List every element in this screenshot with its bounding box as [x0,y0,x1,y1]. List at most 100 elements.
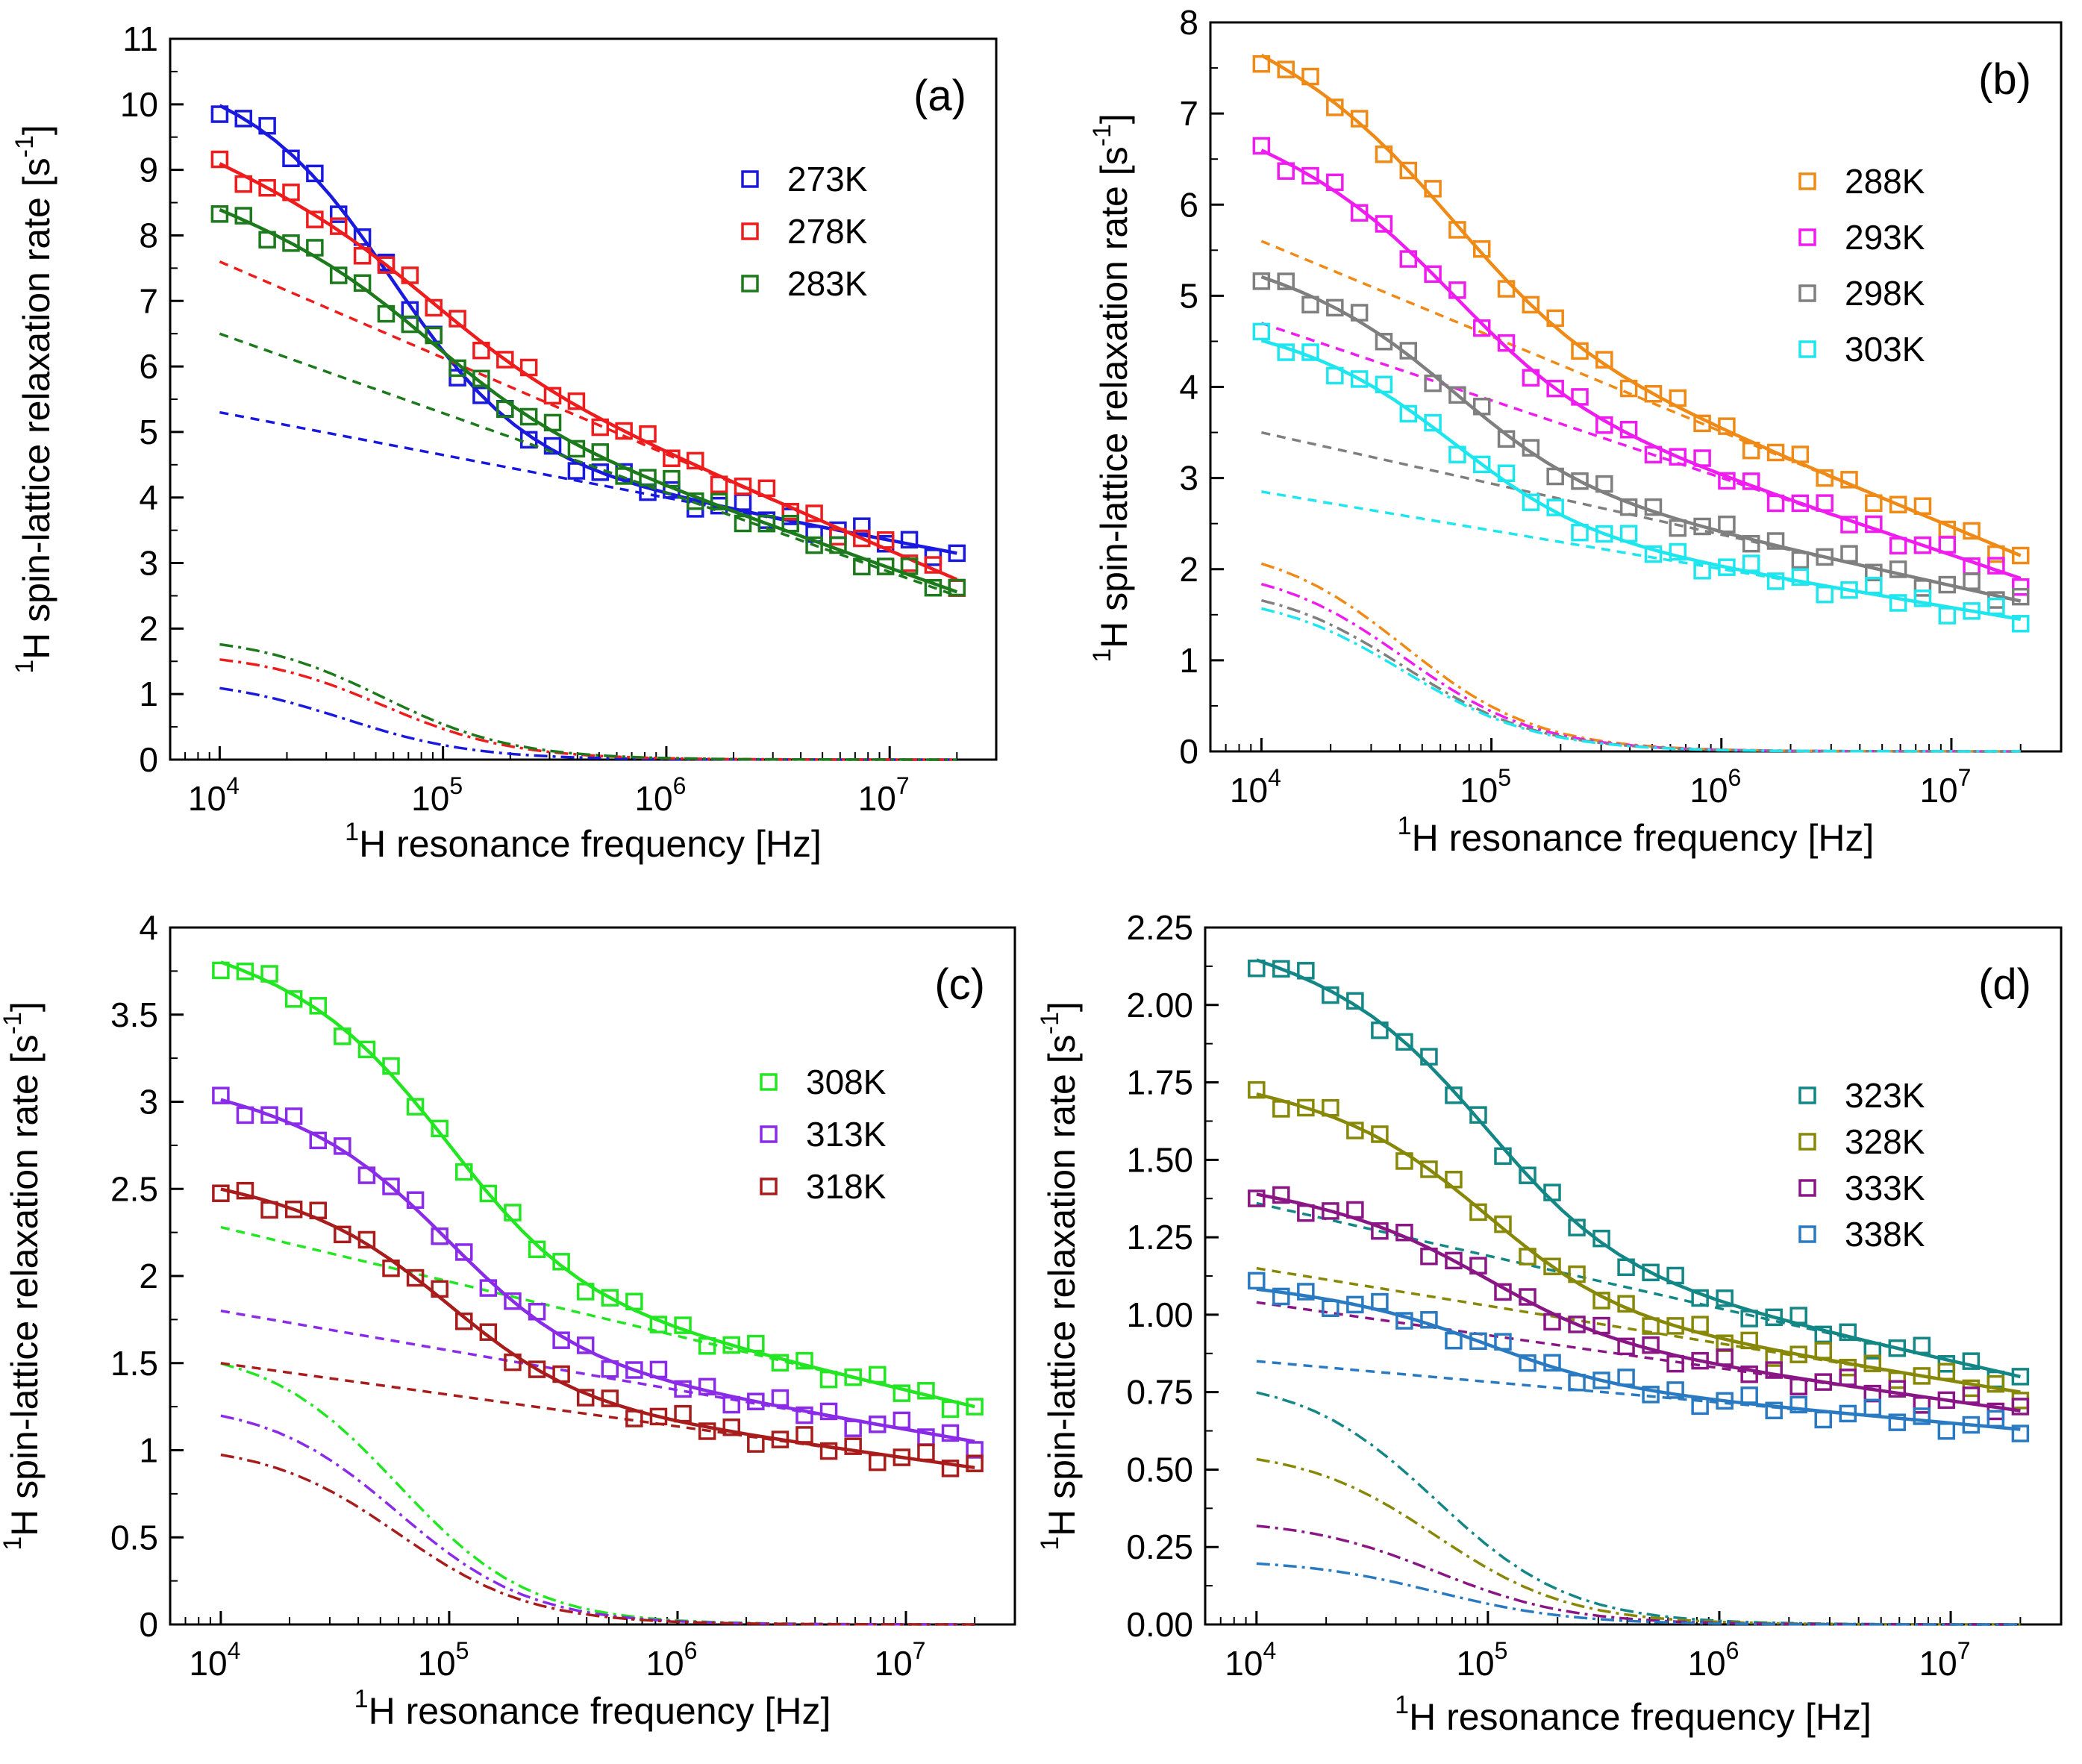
data-point-338K [1937,1422,1956,1440]
data-point-283K [282,234,300,252]
data-point-298K [1766,532,1785,550]
x-tick-label: 104 [1230,764,1281,810]
data-point-293K [1375,215,1393,233]
dashed-component-333K [1256,1301,2021,1413]
data-point-318K [917,1443,935,1462]
data-point-303K [1375,375,1393,394]
data-point-313K [212,1086,230,1104]
data-point-318K [357,1230,376,1249]
data-point-338K [1297,1283,1315,1301]
data-point-288K [1742,441,1760,460]
data-point-278K [687,451,704,470]
data-point-333K [1617,1337,1635,1356]
panel-a: 0 1 2 3 4 5 6 7 8 9 10 11 104 105 106 107 1H resonance f… [10,19,998,865]
data-point-303K [1766,572,1785,590]
data-point-333K [1297,1204,1315,1222]
y-tick-label: 0.00 [1126,1605,1193,1644]
data-point-323K [1789,1307,1807,1324]
data-point-293K [1301,166,1319,185]
data-point-273K [900,531,919,549]
data-point-333K [1420,1247,1438,1266]
data-point-313K [722,1395,740,1414]
series-308K [212,960,984,1626]
data-point-328K [1445,1171,1463,1189]
x-axis-label: 1H resonance frequency [Hz] [1398,812,1875,859]
data-point-298K [1889,560,1907,578]
data-point-328K [1617,1295,1635,1313]
data-point-328K [1248,1080,1266,1099]
data-point-313K [795,1406,813,1424]
panel-d: 0.00 0.25 0.50 0.75 1.00 1.25 1.50 1.75 2.00 2.25… [1036,908,2063,1738]
y-tick-label: 0.75 [1126,1373,1193,1412]
data-point-333K [1789,1377,1807,1395]
data-point-308K [601,1289,619,1307]
y-axis-label: 1H spin-lattice relaxation rate [s-1] [10,125,57,674]
x-tick-label: 107 [858,772,910,818]
data-point-298K [1448,386,1466,404]
data-point-328K [1543,1257,1561,1275]
data-point-333K [1716,1348,1734,1366]
data-point-273K [853,517,871,535]
data-point-303K [1644,545,1663,563]
data-point-338K [1740,1386,1758,1404]
data-point-313K [941,1424,960,1442]
data-point-273K [543,437,562,455]
legend-marker [1798,1086,1816,1104]
series-283K [210,205,966,761]
data-point-303K [1326,366,1344,385]
series-323K [1248,958,2030,1626]
legend-marker [760,1177,778,1195]
data-point-328K [1592,1292,1610,1310]
data-point-338K [1888,1413,1907,1431]
data-point-313K [431,1227,448,1245]
dashed-component-338K [1256,1360,2021,1431]
data-point-288K [1791,445,1810,463]
y-tick-label: 6 [139,347,158,386]
data-point-273K [353,228,372,246]
data-point-338K [1986,1410,2005,1428]
data-point-283K [829,536,847,554]
data-point-278K [781,502,799,521]
y-axis-label: 1H spin-lattice relaxation rate [s-1] [1036,1001,1083,1551]
data-point-328K [1469,1203,1487,1222]
y-tick-label: 4 [139,478,158,517]
data-point-333K [1839,1369,1857,1386]
data-point-288K [1865,494,1883,512]
y-tick-label: 6 [1179,185,1198,224]
dashed-component-288K [1260,240,2022,557]
fit-line-323K [1256,958,2021,1379]
data-point-308K [698,1337,716,1355]
data-point-323K [1543,1183,1561,1201]
y-tick-label: 11 [122,19,158,58]
data-point-338K [1322,1299,1339,1317]
data-point-338K [1543,1354,1561,1372]
data-point-288K [1644,385,1663,403]
data-point-283K [210,205,229,223]
y-tick-label: 1.25 [1126,1218,1193,1257]
data-point-333K [2011,1398,2030,1416]
data-point-288K [1595,351,1613,369]
legend-marker [1798,284,1816,302]
data-point-283K [377,304,396,323]
x-tick-label: 104 [188,772,240,818]
data-point-328K [1519,1248,1537,1266]
y-tick-label: 2 [139,609,158,648]
data-point-278K [543,387,562,405]
data-point-283K [543,413,562,432]
data-point-318K [260,1201,278,1219]
data-point-288K [1840,471,1858,489]
data-point-298K [1252,272,1271,290]
x-tick-label: 106 [1687,1637,1739,1683]
data-point-288K [1766,443,1785,462]
data-point-318K [722,1419,740,1436]
data-point-318K [382,1259,400,1277]
data-point-283K [639,469,657,487]
y-tick-label: 1.00 [1126,1295,1193,1334]
data-point-283K [900,557,919,575]
data-point-328K [1789,1345,1807,1363]
legend-label: 328K [1845,1122,1925,1161]
data-point-288K [1693,414,1711,433]
data-point-273K [329,205,348,223]
data-point-273K [734,493,752,511]
data-point-278K [448,310,466,328]
